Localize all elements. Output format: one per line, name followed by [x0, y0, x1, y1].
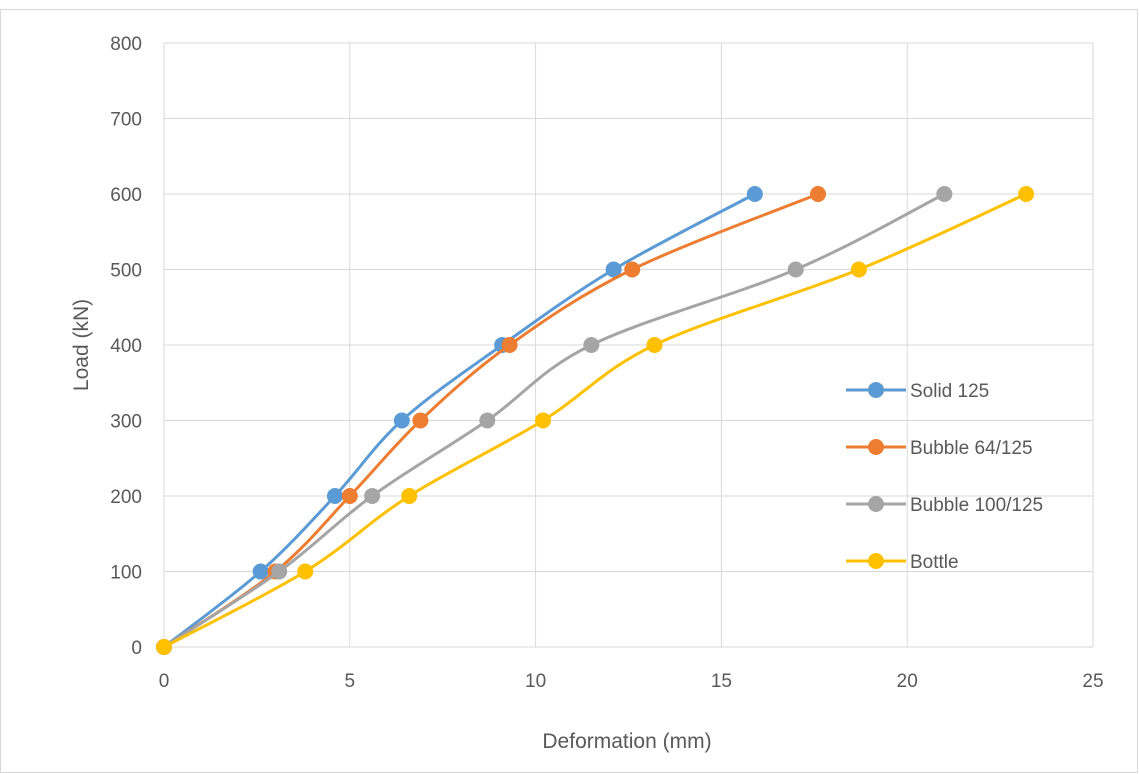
data-point — [605, 261, 622, 278]
legend-label: Bottle — [910, 552, 959, 573]
data-point — [850, 261, 867, 278]
data-point — [787, 261, 804, 278]
x-tick-label: 20 — [897, 671, 918, 692]
data-point — [252, 563, 269, 580]
legend-marker — [868, 553, 884, 569]
data-point — [341, 488, 358, 504]
legend-item-bubble-100-125: Bubble 100/125 — [846, 495, 1043, 516]
y-tick-label: 300 — [110, 412, 142, 433]
series-bottle — [156, 186, 1035, 655]
y-tick-label: 800 — [110, 34, 142, 55]
data-point — [401, 488, 418, 504]
data-point — [156, 639, 172, 655]
y-tick-label: 0 — [131, 638, 142, 659]
legend-marker — [868, 496, 884, 512]
x-tick-label: 25 — [1082, 671, 1103, 692]
data-point — [535, 412, 552, 429]
chart-border — [0, 9, 1138, 773]
data-point — [936, 186, 953, 202]
series-bubble-100-125 — [156, 186, 953, 655]
data-point — [326, 488, 343, 504]
x-axis-title: Deformation (mm) — [542, 730, 711, 753]
data-point — [393, 412, 410, 429]
legend-marker — [868, 382, 884, 398]
legend-item-solid-125: Solid 125 — [846, 381, 989, 402]
data-point — [583, 337, 600, 353]
data-point — [297, 563, 314, 580]
x-tick-label: 10 — [525, 671, 546, 692]
data-point — [501, 337, 518, 353]
y-axis-title: Load (kN) — [70, 299, 93, 391]
data-point — [1018, 186, 1035, 202]
legend-label: Bubble 100/125 — [910, 495, 1043, 516]
x-tick-labels: 0 5 10 15 20 25 — [159, 671, 1104, 692]
data-point — [364, 488, 381, 504]
legend-item-bubble-64-125: Bubble 64/125 — [846, 438, 1033, 459]
y-tick-label: 600 — [110, 185, 142, 206]
legend-label: Solid 125 — [910, 381, 989, 402]
y-tick-label: 700 — [110, 110, 142, 131]
x-tick-label: 0 — [159, 671, 170, 692]
data-point — [646, 337, 663, 353]
data-point — [271, 563, 288, 580]
y-tick-label: 200 — [110, 487, 142, 508]
x-tick-label: 5 — [345, 671, 356, 692]
y-tick-label: 400 — [110, 336, 142, 357]
x-tick-label: 15 — [711, 671, 732, 692]
data-point — [746, 186, 763, 202]
y-tick-label: 500 — [110, 261, 142, 282]
y-tick-labels: 0 100 200 300 400 500 600 700 800 — [110, 34, 142, 659]
legend-item-bottle: Bottle — [846, 552, 959, 573]
data-point — [810, 186, 827, 202]
legend-marker — [868, 439, 884, 455]
y-tick-label: 100 — [110, 563, 142, 584]
data-point — [624, 261, 641, 278]
data-point — [412, 412, 429, 429]
legend: Solid 125 Bubble 64/125 Bubble 100/125 Bott… — [846, 381, 1043, 573]
legend-label: Bubble 64/125 — [910, 438, 1033, 459]
series-lines — [156, 186, 1035, 655]
data-point — [479, 412, 496, 429]
